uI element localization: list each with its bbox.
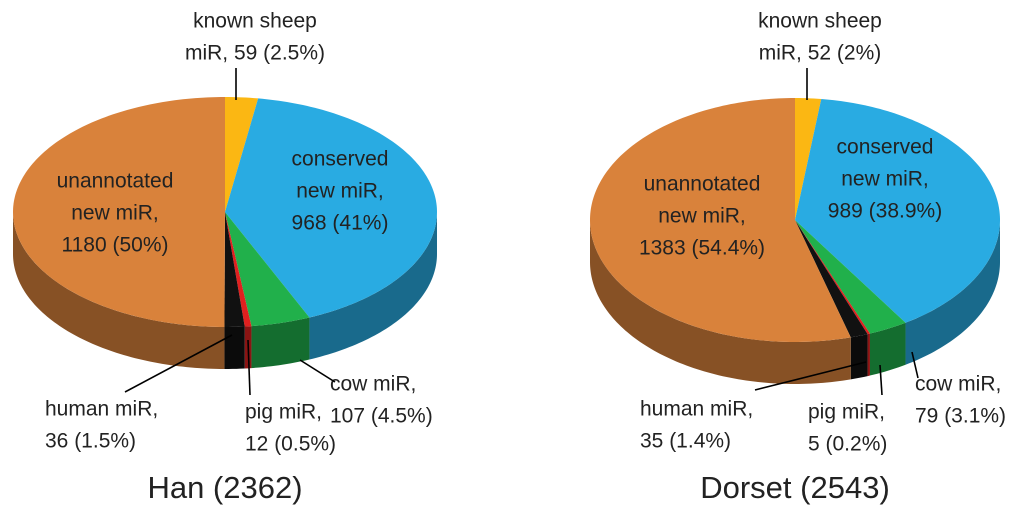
slice-label: cow miR, bbox=[330, 373, 416, 396]
pie-side bbox=[251, 317, 310, 369]
pie-side bbox=[224, 326, 245, 369]
slice-label: 107 (4.5%) bbox=[330, 405, 433, 428]
leader-line bbox=[299, 359, 336, 383]
pie-slice bbox=[795, 98, 822, 220]
pie-slice bbox=[795, 220, 868, 338]
pie-slice bbox=[224, 212, 245, 327]
pie-slice bbox=[795, 220, 906, 334]
pie-side bbox=[309, 212, 437, 360]
slice-label: unannotated bbox=[644, 173, 761, 196]
pie-side bbox=[850, 334, 868, 380]
slice-label: 1180 (50%) bbox=[61, 234, 168, 257]
pie-slice bbox=[590, 98, 851, 342]
slice-label: miR, 59 (2.5%) bbox=[185, 42, 325, 65]
pie-slice bbox=[13, 97, 225, 327]
slice-label: 989 (38.9%) bbox=[828, 200, 942, 223]
pie-slice bbox=[225, 212, 252, 327]
chart-title: Han (2362) bbox=[147, 470, 302, 505]
pie-side bbox=[869, 322, 906, 376]
slice-label: 36 (1.5%) bbox=[45, 430, 136, 453]
slice-label: conserved bbox=[292, 148, 389, 171]
pie-slice bbox=[795, 220, 870, 335]
pie-slice bbox=[225, 97, 259, 212]
leader-line bbox=[754, 361, 867, 391]
leader-line bbox=[124, 334, 233, 393]
leader-line bbox=[247, 339, 251, 396]
leader-line bbox=[911, 351, 919, 379]
slice-label: 5 (0.2%) bbox=[808, 433, 887, 456]
pie-side bbox=[905, 220, 1000, 365]
slice-label: pig miR, bbox=[245, 401, 322, 424]
slice-label: conserved bbox=[837, 136, 934, 159]
pie-side bbox=[13, 212, 225, 369]
slice-label: 968 (41%) bbox=[292, 212, 389, 235]
pie-side bbox=[590, 220, 851, 384]
slice-label: 12 (0.5%) bbox=[245, 433, 336, 456]
pie-slice bbox=[225, 212, 310, 327]
pie-side bbox=[867, 333, 870, 377]
slice-label: new miR, bbox=[296, 180, 384, 203]
leader-line bbox=[879, 364, 883, 396]
pie-slice bbox=[795, 99, 1000, 323]
slice-label: known sheep bbox=[758, 10, 882, 33]
slice-label: pig miR, bbox=[808, 401, 885, 424]
chart-title: Dorset (2543) bbox=[700, 470, 890, 505]
slice-label: human miR, bbox=[45, 398, 158, 421]
slice-label: new miR, bbox=[841, 168, 929, 191]
pie-slice bbox=[225, 98, 437, 318]
slice-label: miR, 52 (2%) bbox=[759, 42, 882, 65]
slice-label: new miR, bbox=[71, 202, 159, 225]
slice-label: cow miR, bbox=[915, 373, 1001, 396]
slice-label: human miR, bbox=[640, 398, 753, 421]
slice-label: new miR, bbox=[658, 205, 746, 228]
slice-label: unannotated bbox=[57, 170, 174, 193]
slice-label: known sheep bbox=[193, 10, 317, 33]
slice-label: 1383 (54.4%) bbox=[639, 237, 765, 260]
slice-label: 79 (3.1%) bbox=[915, 405, 1006, 428]
slice-label: 35 (1.4%) bbox=[640, 430, 731, 453]
